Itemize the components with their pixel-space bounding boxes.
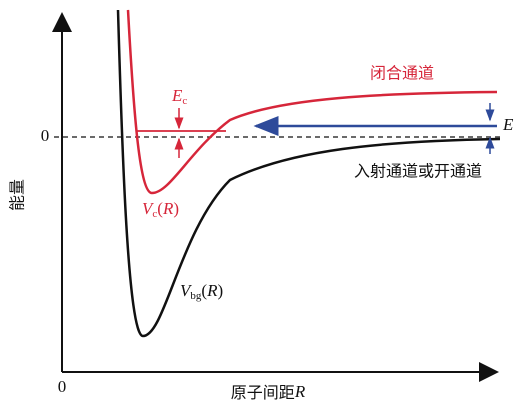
- ec-label: Ec: [171, 86, 187, 107]
- vbg-open: (: [201, 281, 207, 300]
- ec-symbol: E: [171, 86, 183, 105]
- zero-label: 0: [41, 126, 50, 145]
- vbg-sub: bg: [190, 290, 202, 302]
- vc-symbol: V: [142, 199, 155, 218]
- vc-sub: c: [152, 208, 157, 220]
- y-axis-label: 能量: [8, 179, 27, 211]
- x-axis-text: 原子间距: [231, 383, 295, 402]
- vbg-label: Vbg(R): [180, 281, 223, 302]
- vbg-arg: R: [206, 281, 218, 300]
- open-channel-label: 入射通道或开通道: [354, 162, 482, 181]
- energy-label: E: [502, 115, 514, 134]
- closed-channel-label: 闭合通道: [370, 64, 434, 83]
- background-potential: [116, 9, 501, 338]
- vc-close: ): [173, 199, 179, 218]
- x-axis-symbol: R: [294, 382, 306, 401]
- vbg-close: ): [217, 281, 223, 300]
- vbg-symbol: V: [180, 281, 193, 300]
- vc-label: Vc(R): [142, 199, 179, 220]
- vc-open: (: [157, 199, 163, 218]
- ec-sub: c: [182, 95, 187, 107]
- closed-potential: [126, 9, 498, 195]
- origin-label: 0: [58, 377, 67, 396]
- x-axis-label: 原子间距R: [231, 382, 306, 402]
- vc-arg: R: [162, 199, 174, 218]
